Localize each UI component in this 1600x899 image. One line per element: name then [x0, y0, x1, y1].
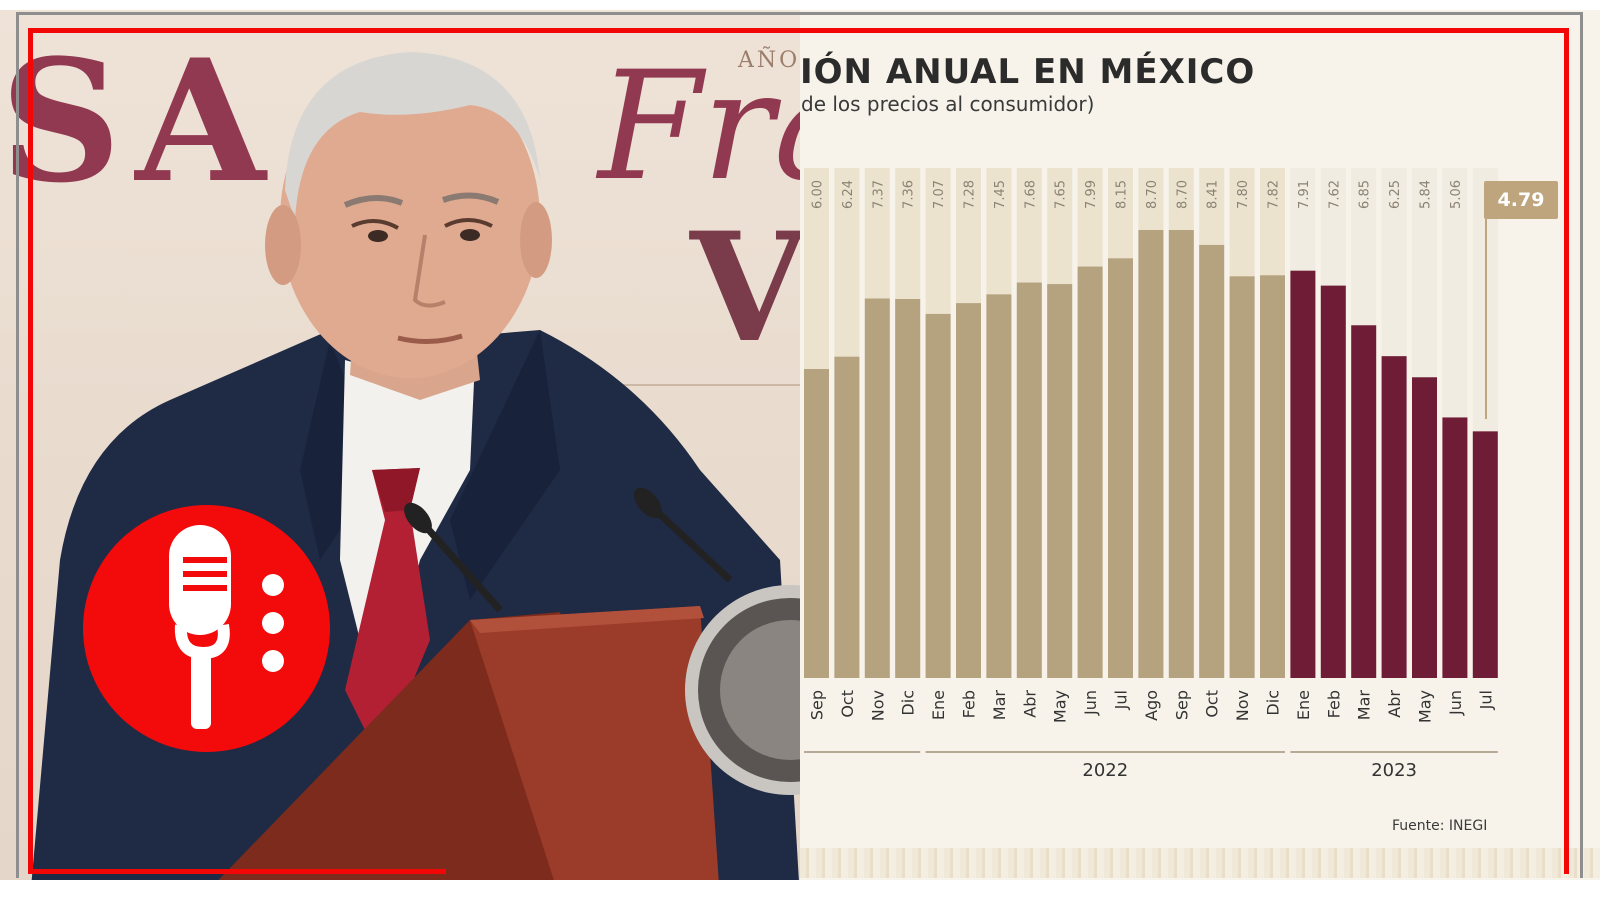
x-tick-label: Abr	[1385, 690, 1404, 718]
x-tick-label: Sep	[1172, 690, 1191, 720]
bar	[1047, 284, 1073, 678]
x-tick-label: Abr	[1020, 690, 1039, 718]
bar	[1412, 377, 1437, 678]
backdrop-letters-left: SA	[0, 22, 280, 220]
bar	[1351, 325, 1377, 678]
chart-subtitle: de los precios al consumidor)	[801, 92, 1095, 116]
bar	[834, 356, 860, 678]
bar	[1442, 417, 1468, 678]
chart-panel: IÓN ANUAL EN MÉXICO de los precios al co…	[800, 0, 1600, 899]
chart-source: Fuente: INEGI	[1392, 818, 1488, 834]
bar	[1138, 230, 1164, 678]
frame-outline-right	[1580, 12, 1583, 878]
backdrop-small-text: AÑO	[738, 48, 800, 73]
frame-outline-top	[16, 12, 1583, 15]
frame-outline-left	[16, 12, 19, 878]
bar-value-label: 6.85	[1358, 180, 1373, 209]
x-tick-label: Nov	[1233, 690, 1252, 721]
bar	[1472, 431, 1498, 678]
x-tick-label: Dic	[1264, 690, 1283, 716]
bar-value-label: 6.25	[1388, 180, 1403, 209]
red-frame-top	[28, 28, 1569, 33]
bar-value-label: 8.41	[1206, 180, 1221, 209]
microphone-icon	[169, 525, 284, 729]
bar	[956, 303, 981, 678]
x-tick-label: May	[1051, 690, 1070, 723]
x-tick-label: Mar	[990, 690, 1009, 721]
x-tick-label: Feb	[960, 690, 979, 718]
x-tick-label: Dic	[899, 690, 918, 716]
bar-value-label: 7.82	[1267, 180, 1282, 209]
bar	[1168, 230, 1194, 678]
backdrop-letters-script: Fra	[598, 40, 800, 214]
red-frame-bottom	[28, 869, 446, 874]
bar	[1290, 270, 1316, 678]
bar-value-label: 8.70	[1175, 180, 1190, 209]
bar	[1077, 266, 1103, 678]
x-tick-label: Ene	[929, 690, 948, 720]
x-tick-label: Nov	[868, 690, 887, 721]
x-tick-label: Sep	[808, 690, 827, 720]
speaker-illustration	[30, 52, 800, 899]
year-label: 2023	[1371, 760, 1417, 781]
bar-value-label: 5.06	[1449, 180, 1464, 209]
x-tick-label: Oct	[1203, 690, 1222, 718]
year-label: 2022	[1082, 760, 1128, 781]
video-panel: SA AÑO Fra V	[0, 0, 800, 899]
x-tick-label: Jun	[1446, 690, 1465, 716]
x-tick-label: Jul	[1112, 690, 1131, 710]
bar-value-label: 7.37	[871, 180, 886, 209]
bar	[925, 313, 951, 678]
bar	[1108, 258, 1133, 678]
highlight-connector	[1485, 219, 1487, 419]
red-frame-left	[28, 28, 33, 874]
bar-value-label: 7.99	[1084, 180, 1099, 209]
bar	[1199, 244, 1225, 678]
bar	[986, 294, 1012, 678]
latest-value-callout: 4.79	[1484, 181, 1558, 219]
bar-value-label: 5.84	[1419, 180, 1434, 209]
red-frame-right	[1564, 28, 1569, 874]
bar-value-label: 7.45	[993, 180, 1008, 209]
bar-value-label: 7.07	[932, 180, 947, 209]
decorative-pattern	[800, 848, 1600, 878]
podcast-badge	[83, 505, 330, 752]
bar-value-label: 8.15	[1115, 180, 1130, 209]
backdrop-divider	[610, 384, 800, 386]
bar	[895, 299, 921, 678]
bar-value-label: 7.28	[963, 180, 978, 209]
frame-top-margin	[0, 0, 1600, 10]
backdrop-letters-v: V	[690, 200, 800, 376]
bar-value-label: 7.62	[1327, 180, 1342, 209]
x-tick-label: Ago	[1142, 690, 1161, 721]
x-tick-label: Mar	[1355, 690, 1374, 721]
bar	[1260, 275, 1285, 678]
x-tick-label: Ene	[1294, 690, 1313, 720]
chart-title: IÓN ANUAL EN MÉXICO	[800, 52, 1256, 92]
bar-value-label: 7.68	[1023, 180, 1038, 209]
x-tick-label: Feb	[1324, 690, 1343, 718]
bar-value-label: 6.00	[811, 180, 826, 209]
bar-chart: 6.00 Sep 6.24 Oct 7.37 Nov 7.36 Dic 7.07 Ene 7.28 F…	[804, 168, 1498, 781]
bar	[1016, 282, 1042, 678]
x-tick-label: Jul	[1476, 690, 1495, 710]
x-tick-label: Oct	[838, 690, 857, 718]
bar-value-label: 8.70	[1145, 180, 1160, 209]
bar-value-label: 7.91	[1297, 180, 1312, 209]
bar	[1320, 285, 1346, 678]
frame-bottom-margin	[0, 880, 1600, 899]
bar	[1229, 276, 1255, 678]
bar	[804, 369, 829, 678]
bar-value-label: 7.80	[1236, 180, 1251, 209]
bar-value-label: 7.65	[1054, 180, 1069, 209]
bar	[864, 298, 890, 678]
bar	[1381, 356, 1407, 678]
bar-value-label: 7.36	[902, 180, 917, 209]
bar-value-label: 6.24	[841, 180, 856, 209]
x-tick-label: Jun	[1081, 690, 1100, 716]
x-tick-label: May	[1416, 690, 1435, 723]
